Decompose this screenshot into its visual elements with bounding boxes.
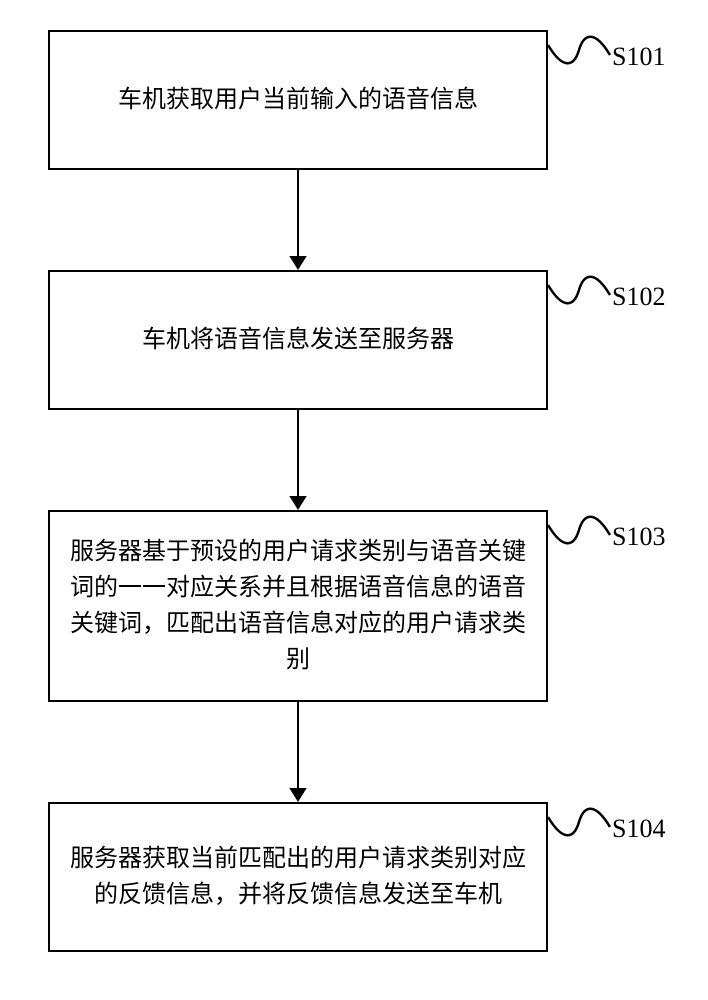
step-text: 服务器获取当前匹配出的用户请求类别对应的反馈信息，并将反馈信息发送至车机: [70, 841, 526, 913]
step-box-s103: 服务器基于预设的用户请求类别与语音关键词的一一对应关系并且根据语音信息的语音关键…: [48, 510, 548, 702]
arrow-icon: [278, 410, 318, 510]
step-box-s101: 车机获取用户当前输入的语音信息: [48, 30, 548, 170]
label-connector-curve: [543, 495, 615, 565]
label-connector-curve: [543, 255, 615, 325]
label-connector-curve: [543, 15, 615, 85]
arrow-icon: [278, 170, 318, 270]
step-label-s102: S102: [612, 282, 665, 312]
step-text: 车机将语音信息发送至服务器: [142, 322, 454, 358]
label-connector-curve: [543, 787, 615, 857]
step-label-s104: S104: [612, 814, 665, 844]
step-label-s101: S101: [612, 42, 665, 72]
step-box-s104: 服务器获取当前匹配出的用户请求类别对应的反馈信息，并将反馈信息发送至车机: [48, 802, 548, 952]
step-label-s103: S103: [612, 522, 665, 552]
arrow-icon: [278, 702, 318, 802]
step-box-s102: 车机将语音信息发送至服务器: [48, 270, 548, 410]
step-text: 服务器基于预设的用户请求类别与语音关键词的一一对应关系并且根据语音信息的语音关键…: [70, 534, 526, 678]
step-text: 车机获取用户当前输入的语音信息: [118, 82, 478, 118]
